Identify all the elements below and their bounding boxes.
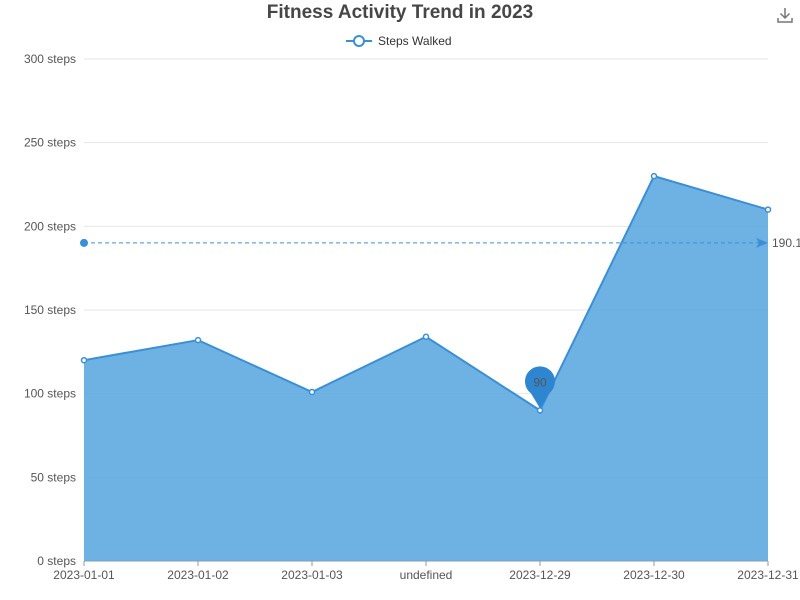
legend-label: Steps Walked — [378, 34, 452, 48]
x-tick-label: 2023-12-31 — [737, 568, 799, 582]
x-tick-label: undefined — [400, 568, 453, 582]
min-markpoint: 90 — [525, 366, 555, 409]
data-point[interactable] — [308, 388, 316, 396]
x-axis: 2023-01-01 2023-01-02 2023-01-03 undefined 2… — [53, 561, 799, 582]
markpoint-pin — [525, 366, 555, 409]
average-markline: 190.1 — [80, 236, 800, 250]
series-area-fill — [84, 176, 768, 561]
data-point[interactable] — [764, 206, 772, 213]
legend-item-steps-walked[interactable]: Steps Walked — [346, 33, 452, 49]
y-tick-label: 0 steps — [37, 554, 76, 568]
markline-start-dot — [80, 238, 88, 247]
y-tick-label: 100 steps — [24, 387, 76, 401]
series-area — [83, 174, 769, 561]
markpoint-label: 90 — [533, 375, 547, 389]
x-tick-label: 2023-01-02 — [167, 568, 229, 582]
data-point[interactable] — [194, 336, 202, 344]
data-point[interactable] — [536, 407, 544, 414]
series-points — [80, 172, 772, 414]
x-tick-label: 2023-12-30 — [623, 568, 685, 582]
y-tick-label: 150 steps — [24, 303, 76, 317]
x-tick-label: 2023-01-03 — [281, 568, 343, 582]
data-point[interactable] — [80, 356, 88, 364]
data-point[interactable] — [422, 333, 430, 341]
x-tick-label: 2023-12-29 — [509, 568, 571, 582]
download-icon[interactable] — [776, 6, 794, 24]
legend-line-circle-icon — [346, 34, 372, 48]
y-tick-label: 250 steps — [24, 136, 76, 150]
markline-label: 190.1 — [772, 236, 800, 250]
y-axis: 0 steps 50 steps 100 steps 150 steps 200 ste… — [24, 52, 76, 568]
y-tick-label: 200 steps — [24, 219, 76, 233]
chart-title: Fitness Activity Trend in 2023 — [266, 2, 534, 23]
y-tick-label: 300 steps — [24, 52, 76, 66]
markline-arrow — [756, 237, 768, 248]
x-tick-label: 2023-01-01 — [53, 568, 115, 582]
y-tick-label: 50 steps — [31, 470, 76, 484]
data-point[interactable] — [650, 172, 658, 180]
